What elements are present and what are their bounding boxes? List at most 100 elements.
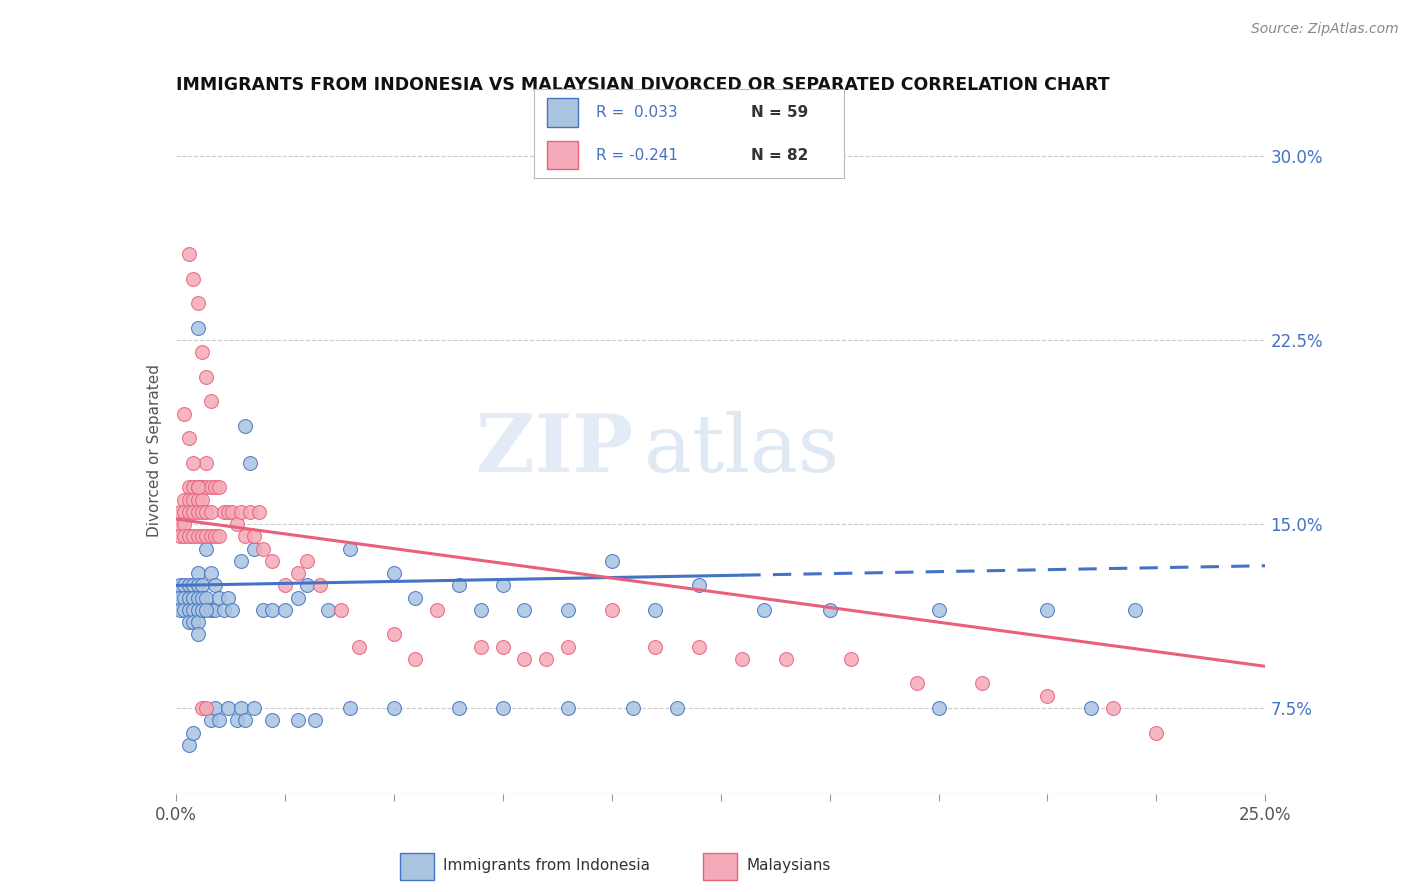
Point [173,505,195,519]
Point [186,591,209,605]
Point [177,615,200,630]
Point [173,407,195,421]
Point [225,714,247,728]
Point [274,578,297,592]
Point [200,394,222,409]
Point [382,627,405,641]
Point [186,505,209,519]
Point [382,566,405,581]
Point [191,492,214,507]
Point [208,591,231,605]
Point [195,603,218,617]
Point [513,603,536,617]
Point [169,603,191,617]
Point [195,480,218,494]
Point [177,492,200,507]
Point [775,652,797,666]
Point [169,517,191,532]
Point [231,554,253,568]
Point [225,517,247,532]
Point [970,676,993,690]
Point [186,296,209,310]
Point [235,529,257,543]
Point [426,603,449,617]
Point [221,603,243,617]
Point [195,456,218,470]
Point [195,529,218,543]
Point [347,640,370,654]
Point [208,480,231,494]
Point [295,554,318,568]
FancyBboxPatch shape [703,853,737,880]
Point [928,603,950,617]
Text: IMMIGRANTS FROM INDONESIA VS MALAYSIAN DIVORCED OR SEPARATED CORRELATION CHART: IMMIGRANTS FROM INDONESIA VS MALAYSIAN D… [176,77,1109,95]
Point [287,591,309,605]
Point [644,640,666,654]
Point [200,566,222,581]
Point [252,603,274,617]
Point [200,714,222,728]
Point [177,738,200,752]
Point [181,480,204,494]
Point [212,505,235,519]
Point [204,701,226,715]
Point [260,554,283,568]
Point [339,701,361,715]
Point [181,529,204,543]
Point [181,492,204,507]
Point [492,578,515,592]
Point [204,578,226,592]
Point [1036,689,1059,703]
Point [252,541,274,556]
Text: ZIP: ZIP [477,411,633,490]
Point [208,714,231,728]
Point [177,247,200,261]
Point [470,640,492,654]
Point [169,591,191,605]
Point [195,701,218,715]
Point [177,505,200,519]
Point [191,591,214,605]
Point [600,603,623,617]
Point [169,529,191,543]
Point [186,480,209,494]
Point [666,701,689,715]
Point [217,505,239,519]
Point [928,701,950,715]
Point [405,652,427,666]
Point [304,714,326,728]
Point [191,345,214,359]
Point [191,578,214,592]
Point [557,701,579,715]
Point [173,492,195,507]
Point [186,529,209,543]
Point [243,529,266,543]
Point [330,603,353,617]
Point [217,591,239,605]
Point [181,591,204,605]
Point [177,591,200,605]
Point [600,554,623,568]
Point [191,480,214,494]
Point [492,701,515,715]
Point [221,505,243,519]
Point [1123,603,1146,617]
Point [195,369,218,384]
Point [200,529,222,543]
Point [688,640,710,654]
Text: N = 82: N = 82 [751,148,808,162]
Point [181,578,204,592]
Point [186,492,209,507]
Point [191,603,214,617]
FancyBboxPatch shape [399,853,434,880]
Point [841,652,863,666]
Point [204,603,226,617]
Point [181,615,204,630]
Point [260,603,283,617]
Point [1144,725,1167,739]
Point [235,714,257,728]
Point [557,640,579,654]
Point [492,640,515,654]
Point [287,714,309,728]
Point [818,603,841,617]
